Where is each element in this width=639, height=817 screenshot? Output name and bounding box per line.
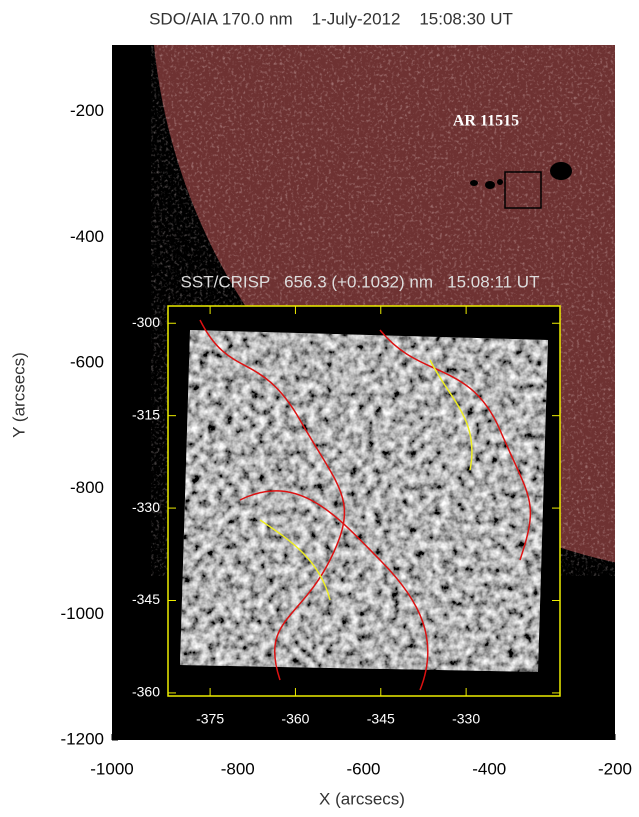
annotation: AR 11515: [453, 113, 519, 130]
y-axis-label: Y (arcsecs): [9, 352, 28, 438]
solar-image: [112, 45, 615, 740]
y-tick-label: -200: [70, 101, 104, 120]
y-tick-label: -400: [70, 227, 104, 246]
x-axis-label: X (arcsecs): [319, 789, 405, 808]
title: SDO/AIA 170.0 nm 1-July-2012 15:08:30 UT: [149, 9, 513, 28]
inset-x-tick-label: -345: [367, 711, 395, 727]
y-tick-label: -1200: [61, 729, 104, 748]
inset-x-tick-label: -330: [452, 711, 480, 727]
x-tick-label: -600: [346, 759, 380, 778]
inset-y-tick-label: -345: [132, 591, 160, 607]
inset-title: SST/CRISP 656.3 (+0.1032) nm 15:08:11 UT: [181, 272, 540, 291]
inset-x-tick-label: -360: [281, 711, 309, 727]
inset-x-tick-label: -375: [196, 711, 224, 727]
inset-y-tick-label: -300: [132, 314, 160, 330]
inset-frame: [167, 305, 561, 697]
y-tick-label: -1000: [61, 604, 104, 623]
y-tick-label: -600: [70, 352, 104, 371]
inset-y-tick-label: -315: [132, 406, 160, 422]
x-tick-label: -800: [221, 759, 255, 778]
inset-y-tick-label: -360: [132, 684, 160, 700]
x-tick-label: -200: [598, 759, 632, 778]
y-tick-label: -800: [70, 478, 104, 497]
x-tick-label: -1000: [90, 759, 133, 778]
x-tick-label: -400: [472, 759, 506, 778]
inset-y-tick-label: -330: [132, 499, 160, 515]
